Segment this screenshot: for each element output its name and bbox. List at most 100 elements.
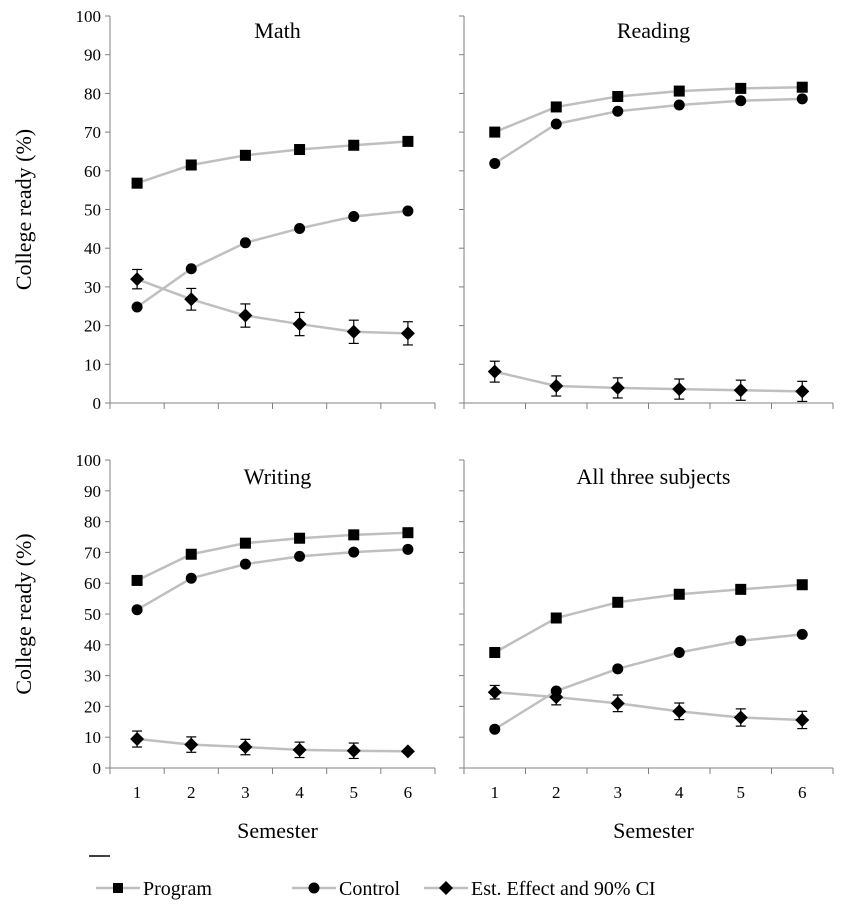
legend-item-control: Control <box>292 878 401 900</box>
point-program <box>489 647 501 658</box>
point-program <box>239 149 251 161</box>
panel-2: Reading <box>459 15 834 409</box>
y-tick-label: 100 <box>76 7 102 26</box>
point-effect <box>733 383 748 398</box>
point-control <box>131 301 143 313</box>
legend-marker-effect <box>439 881 453 895</box>
point-effect <box>400 744 415 759</box>
y-tick-label: 60 <box>84 162 101 181</box>
legend-item-effect: Est. Effect and 90% CI <box>424 878 656 900</box>
legend-marker-control <box>308 882 320 894</box>
point-control <box>239 558 251 570</box>
point-control <box>796 628 808 640</box>
panel-4: 1 2 3 4 5 6 Semester All three subjects <box>459 459 834 843</box>
y-tick-label: 20 <box>84 317 101 336</box>
point-control <box>489 723 501 735</box>
point-control <box>402 543 414 555</box>
point-effect <box>184 292 199 307</box>
y-axis-title: College ready (%) <box>11 533 36 694</box>
point-effect <box>292 317 307 332</box>
point-control <box>185 572 197 584</box>
point-effect <box>795 384 810 399</box>
point-control <box>550 118 562 130</box>
point-program <box>489 126 501 138</box>
y-tick-label: 40 <box>84 636 101 655</box>
series-line-control <box>494 633 803 731</box>
point-effect <box>733 710 748 725</box>
point-control <box>673 99 685 111</box>
series-line-effect <box>494 370 803 393</box>
point-effect <box>487 364 502 379</box>
series-line-program <box>136 531 408 582</box>
panel-title: Writing <box>244 464 312 489</box>
x-axis-title: Semester <box>237 818 318 843</box>
x-tick-label: 3 <box>614 783 623 802</box>
point-program <box>735 583 747 595</box>
point-program <box>294 144 306 156</box>
legend-marker-program <box>113 883 123 893</box>
y-tick-label: 50 <box>84 201 101 220</box>
point-program <box>612 90 624 102</box>
point-effect <box>238 740 253 755</box>
point-effect <box>400 326 415 341</box>
point-program <box>402 135 414 147</box>
point-control <box>348 546 360 558</box>
x-tick-label: 1 <box>133 783 142 802</box>
panel-title: Math <box>254 18 300 43</box>
point-effect <box>130 732 145 747</box>
series-line-effect <box>494 690 803 722</box>
point-control <box>185 263 197 275</box>
series-line-effect <box>136 277 408 335</box>
x-tick-label: 5 <box>737 783 746 802</box>
point-effect <box>672 704 687 719</box>
point-program <box>294 532 306 544</box>
point-program <box>550 612 562 624</box>
point-program <box>131 574 143 586</box>
point-control <box>239 237 251 249</box>
point-effect <box>610 696 625 711</box>
point-effect <box>672 382 687 397</box>
legend-item-program: Program <box>96 878 212 900</box>
point-effect <box>292 742 307 757</box>
x-tick-label: 6 <box>404 783 413 802</box>
point-program <box>550 101 562 113</box>
point-effect <box>487 685 502 700</box>
point-effect <box>346 324 361 339</box>
point-effect <box>238 308 253 323</box>
point-program <box>796 81 808 93</box>
y-tick-label: 20 <box>84 697 101 716</box>
chart-legend: Program Control Est. Effect and 90% CI <box>89 855 656 900</box>
legend-label-control: Control <box>339 878 401 900</box>
panel-3: 0 10 20 30 40 50 60 70 80 90 100 1 2 3 4 5 6 College read… <box>11 451 436 843</box>
series-line-effect <box>136 737 408 753</box>
point-control <box>294 550 306 562</box>
y-tick-label: 80 <box>84 513 101 532</box>
y-tick-label: 90 <box>84 46 101 65</box>
point-program <box>185 548 197 560</box>
point-program <box>796 579 808 591</box>
x-tick-label: 1 <box>491 783 500 802</box>
y-tick-label: 10 <box>84 355 101 374</box>
point-control <box>402 205 414 217</box>
y-tick-label: 0 <box>93 394 102 413</box>
legend-label-program: Program <box>143 878 212 900</box>
y-tick-label: 40 <box>84 239 101 258</box>
point-control <box>131 604 143 616</box>
series-line-control <box>136 209 409 309</box>
x-tick-label: 6 <box>798 783 807 802</box>
y-tick-label: 0 <box>93 759 102 778</box>
point-control <box>735 635 747 647</box>
y-tick-label: 50 <box>84 605 101 624</box>
series-line-control <box>136 548 408 611</box>
point-program <box>402 527 414 539</box>
x-tick-label: 4 <box>295 783 304 802</box>
point-control <box>489 157 501 169</box>
point-program <box>673 588 685 600</box>
y-tick-label: 30 <box>84 278 101 297</box>
point-program <box>131 177 143 189</box>
series-line-control <box>494 97 803 165</box>
point-effect <box>549 690 564 705</box>
panel-title: All three subjects <box>577 464 731 489</box>
x-axis-title: Semester <box>613 818 694 843</box>
